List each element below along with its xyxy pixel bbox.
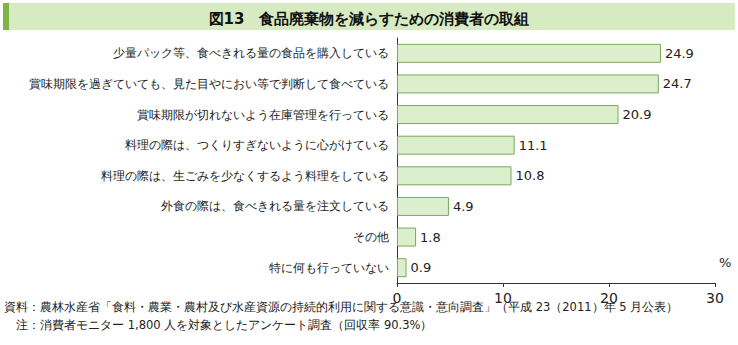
- svg-text:20.9: 20.9: [623, 107, 652, 122]
- svg-text:4.9: 4.9: [453, 199, 474, 214]
- svg-text:資料：農林水産省「食料・農業・農村及び水産資源の持続的利用に: 資料：農林水産省「食料・農業・農村及び水産資源の持続的利用に関する意識・意向調査…: [4, 300, 678, 314]
- svg-text:20: 20: [600, 290, 618, 306]
- svg-text:0.9: 0.9: [411, 260, 432, 275]
- svg-text:料理の際は、つくりすぎないように心がけている: 料理の際は、つくりすぎないように心がけている: [125, 138, 389, 152]
- svg-text:%: %: [719, 255, 731, 270]
- svg-text:11.1: 11.1: [519, 138, 548, 153]
- svg-text:外食の際は、食べきれる量を注文している: 外食の際は、食べきれる量を注文している: [161, 199, 389, 213]
- svg-text:図13 食品廃棄物を減らすための消費者の取組: 図13 食品廃棄物を減らすための消費者の取組: [209, 10, 530, 28]
- svg-text:10.8: 10.8: [515, 168, 544, 183]
- svg-text:注：消費者モニター 1,800 人を対象としたアンケート調査: 注：消費者モニター 1,800 人を対象としたアンケート調査（回収率 90.3%…: [16, 318, 432, 332]
- svg-text:30: 30: [706, 290, 724, 306]
- svg-text:少量パック等、食べきれる量の食品を購入している: 少量パック等、食べきれる量の食品を購入している: [113, 46, 389, 60]
- svg-text:特に何も行っていない: 特に何も行っていない: [269, 261, 389, 275]
- svg-text:24.7: 24.7: [663, 76, 692, 91]
- svg-text:1.8: 1.8: [420, 230, 441, 245]
- svg-text:料理の際は、生ごみを少なくするよう料理をしている: 料理の際は、生ごみを少なくするよう料理をしている: [101, 169, 389, 183]
- svg-text:10: 10: [494, 290, 512, 306]
- svg-text:24.9: 24.9: [665, 46, 694, 61]
- svg-text:その他: その他: [353, 230, 389, 244]
- svg-text:0: 0: [393, 290, 402, 306]
- svg-text:賞味期限を過ぎていても、見た目やにおい等で判断して食べている: 賞味期限を過ぎていても、見た目やにおい等で判断して食べている: [29, 77, 389, 91]
- svg-text:賞味期限が切れないよう在庫管理を行っている: 賞味期限が切れないよう在庫管理を行っている: [137, 108, 389, 122]
